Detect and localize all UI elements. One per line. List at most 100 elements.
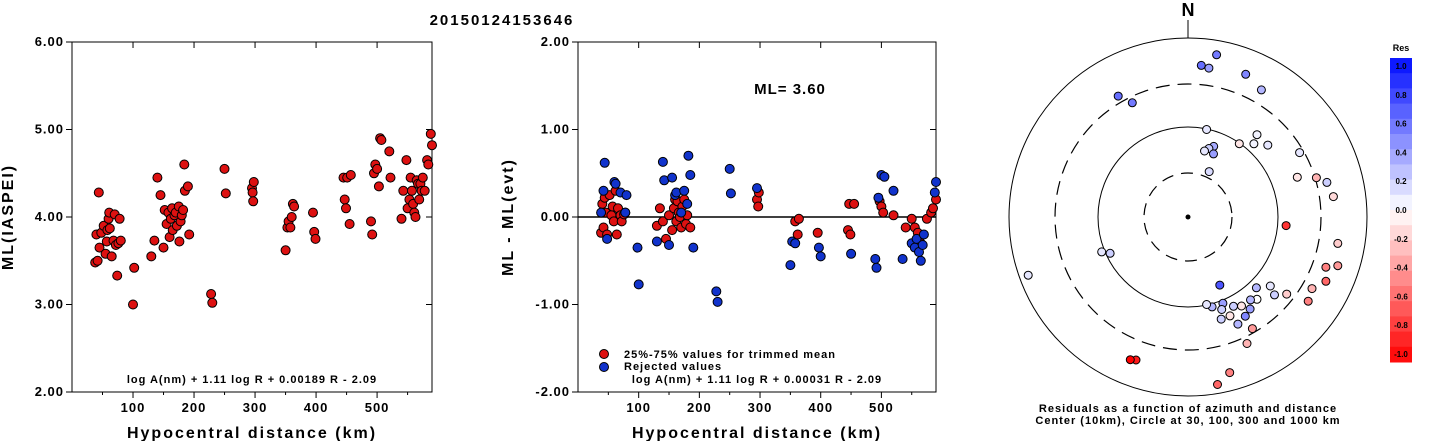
station-magnitude-point bbox=[94, 242, 105, 253]
station-magnitude-point bbox=[372, 163, 383, 174]
station-magnitude-point bbox=[427, 140, 437, 151]
x-tick-label: 200 bbox=[182, 400, 207, 415]
used-residual-point bbox=[888, 210, 899, 221]
station-magnitude-point bbox=[401, 155, 412, 166]
station-residual-point bbox=[1097, 247, 1107, 257]
colorbar-tick-label: 0.4 bbox=[1395, 148, 1407, 157]
station-residual-point bbox=[1113, 91, 1123, 101]
rejected-residual-point bbox=[711, 286, 722, 297]
rejected-residual-point bbox=[683, 150, 694, 161]
used-residual-point bbox=[928, 203, 938, 214]
station-magnitude-point bbox=[289, 201, 300, 212]
station-residual-point bbox=[1307, 284, 1317, 294]
station-magnitude-point bbox=[114, 213, 125, 224]
panel-2-formula: log A(nm) + 1.11 log R + 0.00031 R - 2.0… bbox=[632, 374, 882, 386]
station-magnitude-point bbox=[339, 194, 350, 205]
rejected-residual-point bbox=[679, 185, 690, 196]
x-tick-label: 500 bbox=[365, 400, 390, 415]
station-magnitude-point bbox=[146, 251, 157, 262]
rejected-residual-point bbox=[785, 260, 796, 271]
used-residual-point bbox=[657, 216, 668, 227]
station-residual-point bbox=[1225, 368, 1235, 378]
legend-used-marker bbox=[599, 349, 609, 359]
x-tick-label: 500 bbox=[869, 400, 894, 415]
rejected-residual-point bbox=[632, 242, 643, 253]
x-tick-label: 400 bbox=[808, 400, 833, 415]
station-residual-point bbox=[1213, 380, 1222, 389]
station-magnitude-point bbox=[308, 207, 318, 218]
legend-rejected-label: Rejected values bbox=[624, 361, 722, 373]
rejected-residual-point bbox=[621, 190, 632, 201]
colorbar-segment bbox=[1390, 58, 1412, 74]
station-magnitude-point bbox=[406, 185, 417, 196]
x-tick-label: 300 bbox=[243, 400, 268, 415]
x-tick-label: 300 bbox=[748, 400, 773, 415]
rejected-residual-point bbox=[871, 262, 882, 273]
station-residual-point bbox=[1311, 173, 1321, 183]
event-id-title: 20150124153646 bbox=[430, 12, 575, 29]
colorbar-segment bbox=[1390, 134, 1412, 150]
residual-colorbar: Res 1.0 0.8 0.6 0.4 0.2 0.0 -0.2 -0.4 -0.6 -0.8 -1… bbox=[1390, 43, 1412, 363]
rejected-residual-point bbox=[897, 254, 908, 264]
colorbar-segment bbox=[1390, 286, 1412, 302]
rejected-residual-point bbox=[870, 254, 881, 264]
rejected-residual-point bbox=[790, 238, 801, 249]
station-residual-point bbox=[1328, 192, 1338, 202]
colorbar-segment bbox=[1390, 88, 1412, 105]
rejected-residual-point bbox=[596, 207, 607, 218]
station-residual-point bbox=[1252, 130, 1262, 140]
colorbar-segment bbox=[1390, 179, 1412, 196]
rejected-residual-point bbox=[918, 229, 929, 240]
used-residual-point bbox=[900, 222, 911, 233]
station-residual-point bbox=[1237, 301, 1246, 311]
colorbar-segment bbox=[1390, 270, 1412, 287]
colorbar-segment bbox=[1390, 73, 1412, 89]
colorbar-tick-label: 0.8 bbox=[1395, 91, 1407, 100]
colorbar-tick-label: 1.0 bbox=[1395, 62, 1407, 71]
station-residual-point bbox=[1217, 305, 1227, 314]
colorbar-tick-label: 0.2 bbox=[1395, 177, 1407, 186]
station-magnitude-point bbox=[423, 159, 434, 170]
station-residual-point bbox=[1322, 177, 1332, 187]
colorbar-tick-label: -0.6 bbox=[1394, 292, 1408, 301]
station-magnitude-point bbox=[106, 251, 117, 262]
rejected-residual-point bbox=[873, 192, 884, 203]
y-tick-label: 1.00 bbox=[541, 122, 570, 137]
station-residual-point bbox=[1333, 238, 1343, 248]
circle-300km bbox=[1054, 83, 1322, 351]
rejected-residual-point bbox=[685, 170, 696, 180]
y-tick-label: 0.00 bbox=[541, 209, 570, 224]
station-magnitude-point bbox=[104, 223, 115, 234]
station-residual-point bbox=[1256, 85, 1266, 95]
rejected-residual-point bbox=[676, 207, 687, 218]
station-magnitude-point bbox=[178, 205, 189, 215]
y-tick-label: 3.00 bbox=[35, 297, 64, 312]
north-label: N bbox=[1182, 0, 1195, 20]
station-residual-point bbox=[1240, 311, 1250, 321]
station-residual-point bbox=[1196, 60, 1206, 70]
station-residual-point bbox=[1333, 261, 1343, 271]
colorbar-segment bbox=[1390, 118, 1412, 135]
station-residual-point bbox=[1209, 149, 1218, 159]
y-tick-label: 2.00 bbox=[541, 34, 570, 49]
panel-residual-vs-distance: 100 200 300 400 500 -2.00 -1.00 0.00 1.00 2.00 ML… bbox=[500, 34, 941, 441]
colorbar-segment bbox=[1390, 210, 1412, 226]
station-magnitude-point bbox=[112, 270, 123, 281]
station-magnitude-point bbox=[280, 245, 291, 256]
panel-1-frame bbox=[71, 41, 433, 393]
station-residual-point bbox=[1241, 69, 1251, 79]
station-magnitude-point bbox=[115, 235, 126, 246]
station-magnitude-point bbox=[129, 262, 140, 273]
colorbar-tick-label: -0.2 bbox=[1394, 235, 1408, 244]
rejected-residual-point bbox=[598, 185, 609, 196]
station-residual-point bbox=[1263, 140, 1273, 150]
x-tick-label: 100 bbox=[626, 400, 651, 415]
used-residual-point bbox=[906, 213, 917, 224]
station-residual-point bbox=[1265, 281, 1275, 291]
polar-caption-line-2: Center (10km), Circle at 30, 100, 300 an… bbox=[1035, 415, 1340, 427]
station-magnitude-point bbox=[414, 194, 425, 205]
station-magnitude-point bbox=[152, 172, 163, 183]
station-magnitude-point bbox=[158, 242, 169, 253]
colorbar-tick-label: -0.8 bbox=[1394, 321, 1408, 330]
